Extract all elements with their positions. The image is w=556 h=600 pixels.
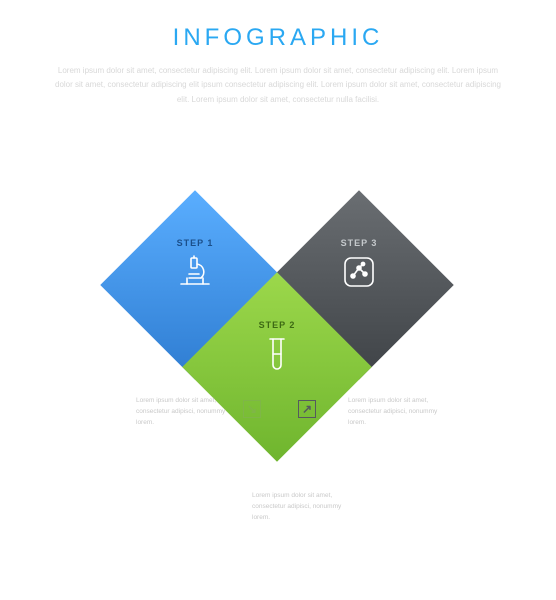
step-2-label: STEP 2	[259, 320, 296, 330]
header-lorem: Lorem ipsum dolor sit amet, consectetur …	[50, 64, 506, 107]
step-3-description: Lorem ipsum dolor sit amet, consectetur …	[348, 395, 438, 428]
step-1-label: STEP 1	[177, 238, 214, 248]
step-2-diamond: STEP 2	[182, 272, 372, 462]
molecule-icon	[341, 254, 377, 290]
step-3-label: STEP 3	[341, 238, 378, 248]
step-1-description: Lorem ipsum dolor sit amet, consectetur …	[136, 395, 226, 428]
step-2-description: Lorem ipsum dolor sit amet, consectetur …	[252, 490, 342, 523]
arrow-1-to-2-icon: ↘	[243, 400, 261, 418]
diagram-stage: STEP 3 STEP 1	[88, 200, 468, 500]
microscope-icon	[175, 254, 215, 288]
page-title: INFOGRAPHIC	[173, 24, 384, 52]
arrow-2-to-3-icon: ↗	[298, 400, 316, 418]
test-tube-icon	[268, 336, 286, 374]
